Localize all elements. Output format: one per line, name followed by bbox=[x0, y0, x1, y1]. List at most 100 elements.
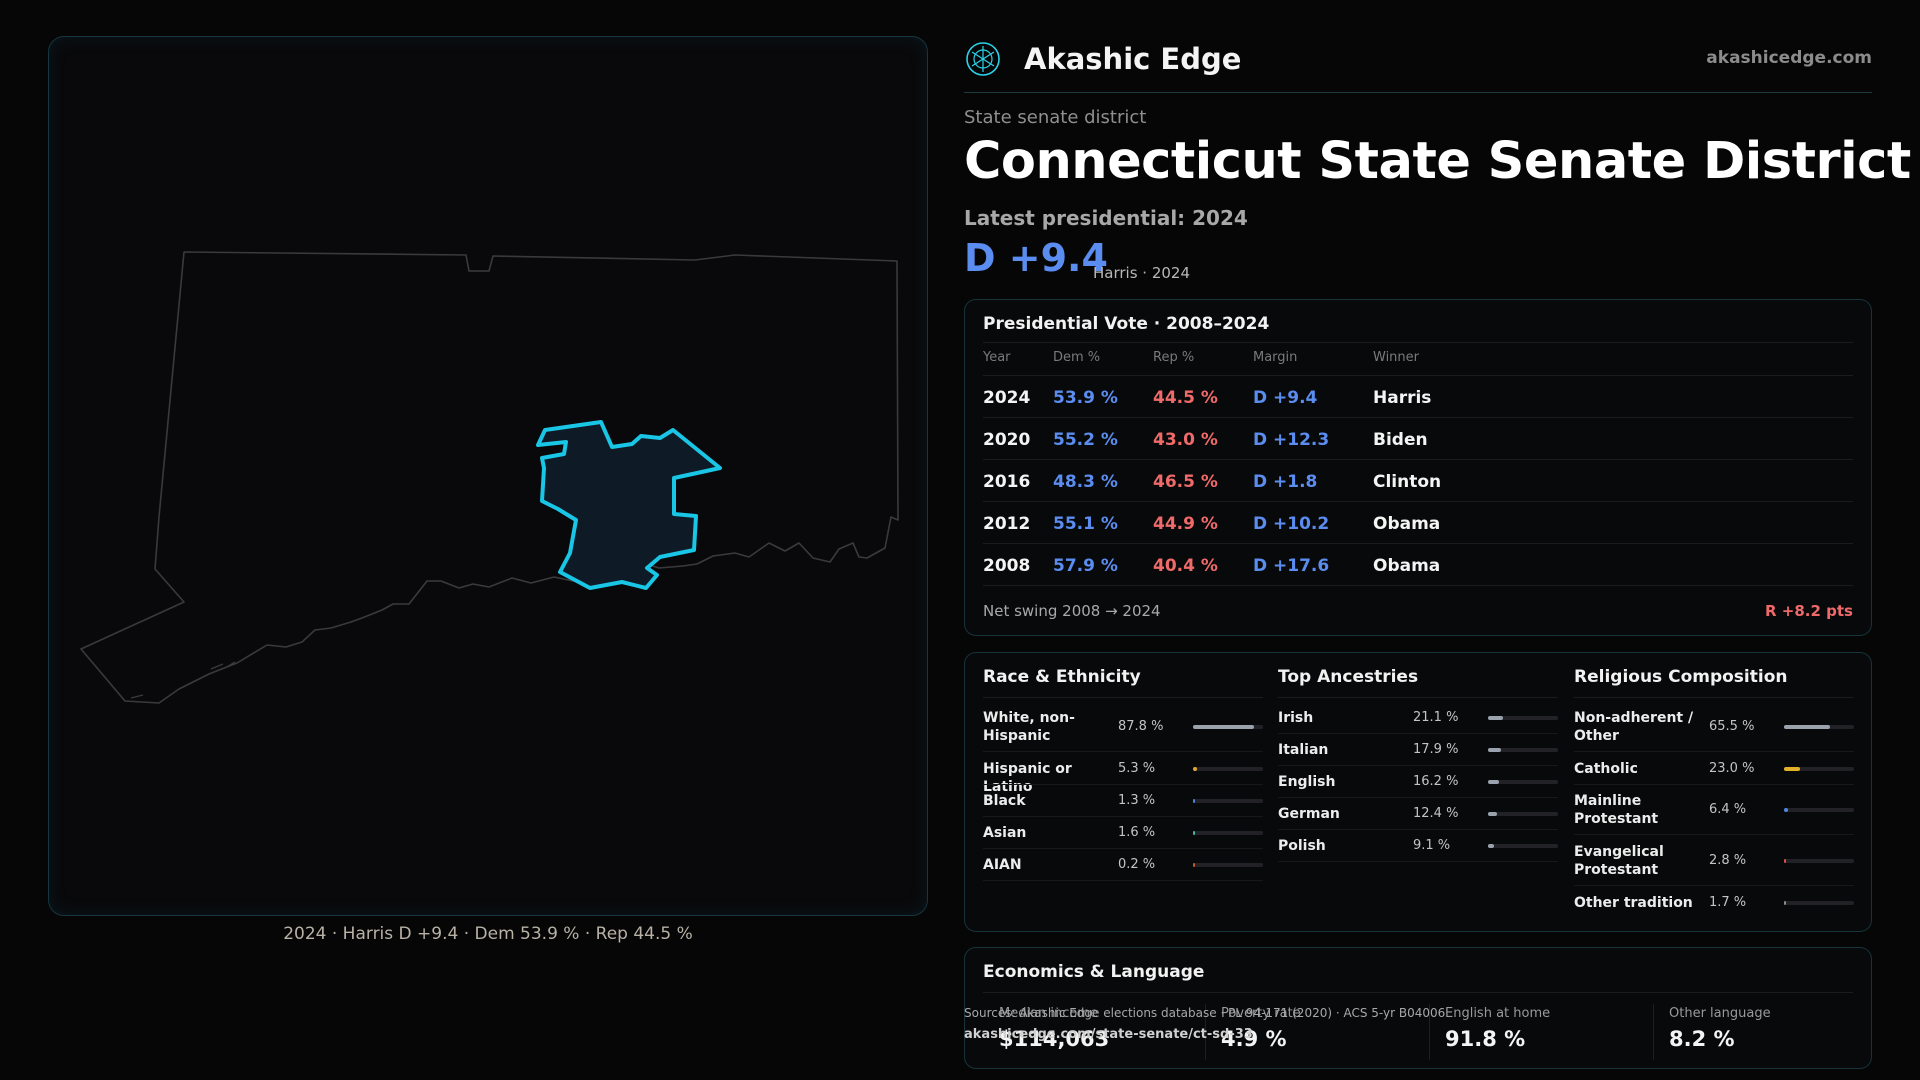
row-year: 2024 bbox=[983, 388, 1031, 408]
religion-item-bar-fill bbox=[1784, 808, 1788, 812]
religion-item-value: 65.5 % bbox=[1709, 719, 1755, 734]
ancestry-item-value: 17.9 % bbox=[1413, 742, 1459, 757]
ancestry-item-bar bbox=[1488, 812, 1558, 816]
stat-label: Other language bbox=[1669, 1006, 1771, 1021]
stat-label: Median income bbox=[999, 1006, 1099, 1021]
demographics-card: Race & Ethnicity White, non-Hispanic 87.… bbox=[964, 652, 1872, 932]
median-income-stat: Median income $114,063 bbox=[999, 1006, 1109, 1051]
divider bbox=[1574, 784, 1854, 785]
brand-url[interactable]: akashicedge.com bbox=[1706, 48, 1872, 68]
stat-label: Poverty rate bbox=[1221, 1006, 1301, 1021]
religion-item-value: 1.7 % bbox=[1709, 895, 1747, 910]
divider bbox=[1278, 829, 1558, 830]
divider bbox=[983, 342, 1853, 343]
ancestry-item-bar bbox=[1488, 844, 1558, 848]
race-item-label: White, non-Hispanic bbox=[983, 710, 1075, 744]
race-item-label: AIAN bbox=[983, 857, 1022, 873]
latest-presidential-label: Latest presidential: 2024 bbox=[964, 206, 1248, 230]
row-margin: D +1.8 bbox=[1253, 472, 1318, 492]
row-winner: Obama bbox=[1373, 514, 1441, 534]
race-item-label: Black bbox=[983, 793, 1026, 809]
religious-composition-title: Religious Composition bbox=[1574, 667, 1788, 687]
divider bbox=[983, 543, 1853, 544]
row-winner: Obama bbox=[1373, 556, 1441, 576]
row-margin: D +12.3 bbox=[1253, 430, 1330, 450]
row-rep: 44.5 % bbox=[1153, 388, 1218, 408]
religion-item-label: Evangelical Protestant bbox=[1574, 844, 1664, 878]
race-item-value: 1.6 % bbox=[1118, 825, 1156, 840]
divider bbox=[1574, 697, 1854, 698]
divider bbox=[983, 751, 1263, 752]
english-at-home-stat: English at home 91.8 % bbox=[1445, 1006, 1550, 1051]
divider bbox=[1429, 1004, 1430, 1060]
state-outline-map bbox=[80, 251, 899, 704]
divider bbox=[983, 992, 1853, 993]
header-divider bbox=[964, 92, 1872, 93]
religion-item-bar bbox=[1784, 767, 1854, 771]
race-item-bar-fill bbox=[1193, 725, 1254, 729]
ancestries-title: Top Ancestries bbox=[1278, 667, 1419, 687]
presidential-vote-title: Presidential Vote · 2008–2024 bbox=[983, 314, 1270, 334]
race-item-bar-fill bbox=[1193, 831, 1195, 835]
presidential-vote-card: Presidential Vote · 2008–2024 Year Dem %… bbox=[964, 299, 1872, 636]
race-item-bar-fill bbox=[1193, 799, 1195, 803]
ancestry-item-label: English bbox=[1278, 774, 1336, 790]
page-url[interactable]: akashicedge.com/state-senate/ct-sd-33 bbox=[964, 1027, 1253, 1042]
divider bbox=[983, 459, 1853, 460]
net-swing-label: Net swing 2008 → 2024 bbox=[983, 602, 1161, 620]
row-rep: 43.0 % bbox=[1153, 430, 1218, 450]
shoreline-islands bbox=[130, 661, 236, 699]
stat-value: $114,063 bbox=[999, 1027, 1110, 1051]
religion-item-bar-fill bbox=[1784, 901, 1786, 905]
divider bbox=[1205, 1004, 1206, 1060]
row-rep: 46.5 % bbox=[1153, 472, 1218, 492]
ancestry-item-bar bbox=[1488, 716, 1558, 720]
economics-language-title: Economics & Language bbox=[983, 962, 1205, 982]
district-33-highlight[interactable] bbox=[536, 420, 722, 590]
header-year: Year bbox=[983, 350, 1011, 365]
stat-value: 91.8 % bbox=[1445, 1027, 1526, 1051]
ancestry-item-value: 16.2 % bbox=[1413, 774, 1459, 789]
headline-margin-sub: Harris · 2024 bbox=[1093, 264, 1191, 282]
religion-item-bar bbox=[1784, 859, 1854, 863]
ancestry-item-value: 12.4 % bbox=[1413, 806, 1459, 821]
ancestry-item-value: 21.1 % bbox=[1413, 710, 1459, 725]
brand-name: Akashic Edge bbox=[1024, 42, 1242, 76]
race-ethnicity-section: Race & Ethnicity White, non-Hispanic 87.… bbox=[983, 653, 1263, 931]
race-item-bar bbox=[1193, 725, 1263, 729]
row-winner: Harris bbox=[1373, 388, 1432, 408]
ancestry-item-label: Irish bbox=[1278, 710, 1314, 726]
table-row: 2024 53.9 % 44.5 % D +9.4 Harris bbox=[965, 376, 1871, 418]
divider bbox=[1278, 861, 1558, 862]
religion-item-label: Non-adherent / Other bbox=[1574, 710, 1694, 744]
district-map[interactable] bbox=[48, 36, 928, 916]
row-margin: D +17.6 bbox=[1253, 556, 1330, 576]
religion-item-bar bbox=[1784, 725, 1854, 729]
race-item-value: 87.8 % bbox=[1118, 719, 1164, 734]
religion-item-bar bbox=[1784, 901, 1854, 905]
akashic-edge-logo-icon bbox=[966, 42, 1000, 76]
divider bbox=[1574, 885, 1854, 886]
ancestry-item-bar bbox=[1488, 780, 1558, 784]
divider bbox=[1653, 1004, 1654, 1060]
race-item-bar-fill bbox=[1193, 767, 1197, 771]
divider bbox=[1278, 797, 1558, 798]
divider bbox=[983, 501, 1853, 502]
race-item-value: 0.2 % bbox=[1118, 857, 1156, 872]
table-row: 2020 55.2 % 43.0 % D +12.3 Biden bbox=[965, 418, 1871, 460]
poverty-rate-stat: Poverty rate 4.9 % bbox=[1221, 1006, 1301, 1051]
stat-value: 8.2 % bbox=[1669, 1027, 1735, 1051]
race-item-bar bbox=[1193, 831, 1263, 835]
ancestry-item-bar bbox=[1488, 748, 1558, 752]
row-margin: D +9.4 bbox=[1253, 388, 1318, 408]
divider bbox=[1574, 834, 1854, 835]
ancestry-item-label: Polish bbox=[1278, 838, 1326, 854]
race-item-label: Asian bbox=[983, 825, 1027, 841]
map-caption: 2024 · Harris D +9.4 · Dem 53.9 % · Rep … bbox=[283, 924, 693, 944]
religion-item-label: Other tradition bbox=[1574, 895, 1693, 911]
religion-item-value: 23.0 % bbox=[1709, 761, 1755, 776]
divider bbox=[983, 816, 1263, 817]
row-year: 2008 bbox=[983, 556, 1031, 576]
religion-item-label: Mainline Protestant bbox=[1574, 793, 1659, 827]
divider bbox=[983, 585, 1853, 586]
